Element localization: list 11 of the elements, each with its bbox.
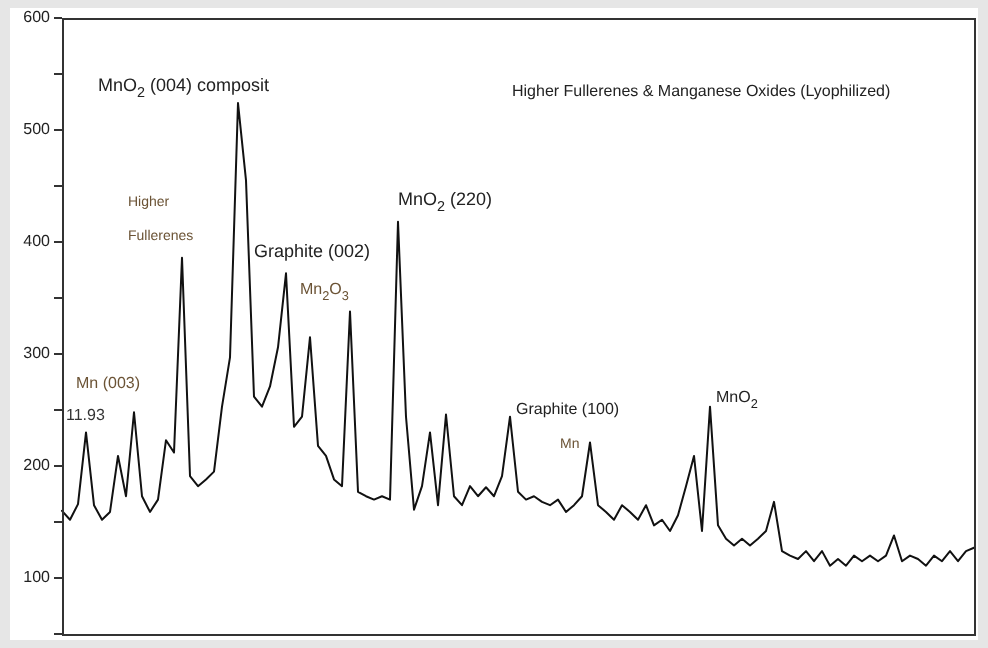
y-tick-label: 400 bbox=[23, 232, 52, 251]
y-tick-label: 200 bbox=[23, 456, 52, 475]
annotation: Graphite (002) bbox=[254, 240, 371, 261]
annotation: Mn (003) bbox=[76, 374, 141, 393]
annotation: 11.93 bbox=[66, 406, 106, 425]
y-tick-label: 100 bbox=[23, 568, 52, 587]
annotation: Graphite (100) bbox=[516, 400, 620, 419]
y-tick-label: 600 bbox=[23, 8, 52, 27]
y-tick-label: 500 bbox=[23, 120, 52, 139]
y-tick-label: 300 bbox=[23, 344, 52, 363]
text: Higher Fullerenes & Manganese Oxides (Lyophilized) bbox=[512, 82, 891, 101]
